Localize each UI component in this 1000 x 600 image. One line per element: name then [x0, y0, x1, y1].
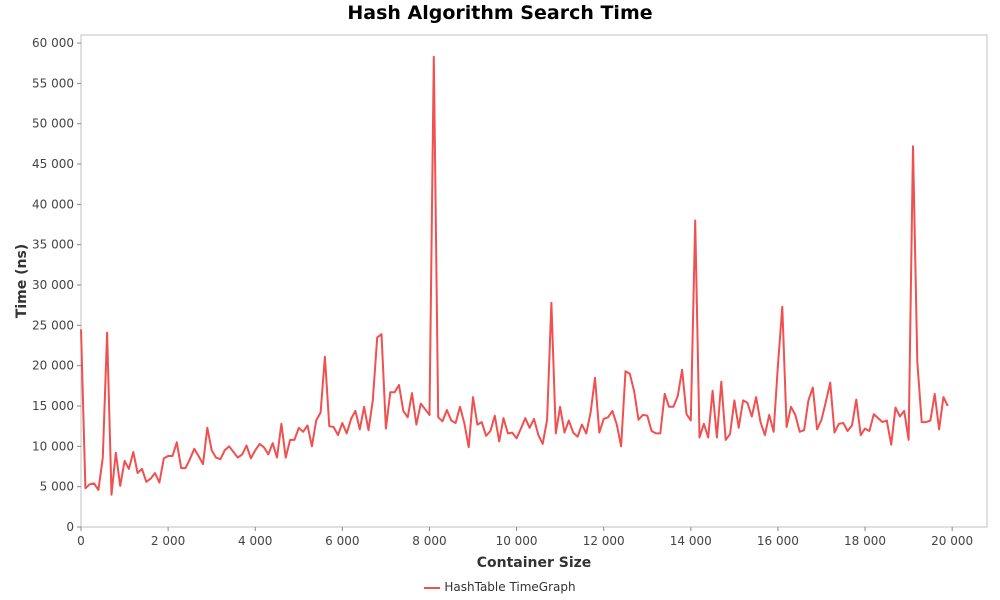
y-tick-label: 15 000 — [32, 399, 74, 413]
x-tick-label: 16 000 — [757, 534, 799, 548]
x-tick-label: 18 000 — [844, 534, 886, 548]
y-tick-label: 40 000 — [32, 197, 74, 211]
y-axis-label: Time (ns) — [14, 244, 30, 318]
y-tick-label: 60 000 — [32, 36, 74, 50]
y-tick-label: 20 000 — [32, 359, 74, 373]
y-tick-label: 50 000 — [32, 117, 74, 131]
plot-area — [80, 34, 988, 528]
y-tick-label: 35 000 — [32, 238, 74, 252]
y-tick-label: 25 000 — [32, 318, 74, 332]
y-tick-label: 30 000 — [32, 278, 74, 292]
x-tick-label: 4 000 — [238, 534, 272, 548]
legend-swatch — [424, 586, 441, 589]
x-tick-label: 14 000 — [670, 534, 712, 548]
y-tick-label: 45 000 — [32, 157, 74, 171]
y-tick-label: 55 000 — [32, 76, 74, 90]
x-tick-label: 6 000 — [325, 534, 359, 548]
x-tick-label: 0 — [77, 534, 85, 548]
y-tick-label: 5 000 — [40, 480, 74, 494]
y-tick-label: 10 000 — [32, 439, 74, 453]
axis-ticks: 0 5 000 10 000 15 000 20 000 25 000 30 000 35 0… — [32, 36, 973, 548]
legend-label: HashTable TimeGraph — [444, 580, 576, 594]
y-tick-label: 0 — [66, 520, 74, 534]
x-tick-label: 2 000 — [151, 534, 185, 548]
x-tick-label: 12 000 — [583, 534, 625, 548]
x-tick-label: 8 000 — [412, 534, 446, 548]
x-tick-label: 10 000 — [496, 534, 538, 548]
chart-title: Hash Algorithm Search Time — [347, 2, 653, 24]
x-axis-label: Container Size — [477, 555, 592, 571]
legend: HashTable TimeGraph — [0, 580, 1000, 594]
series-line-hashtable — [80, 55, 949, 496]
x-tick-label: 20 000 — [931, 534, 973, 548]
